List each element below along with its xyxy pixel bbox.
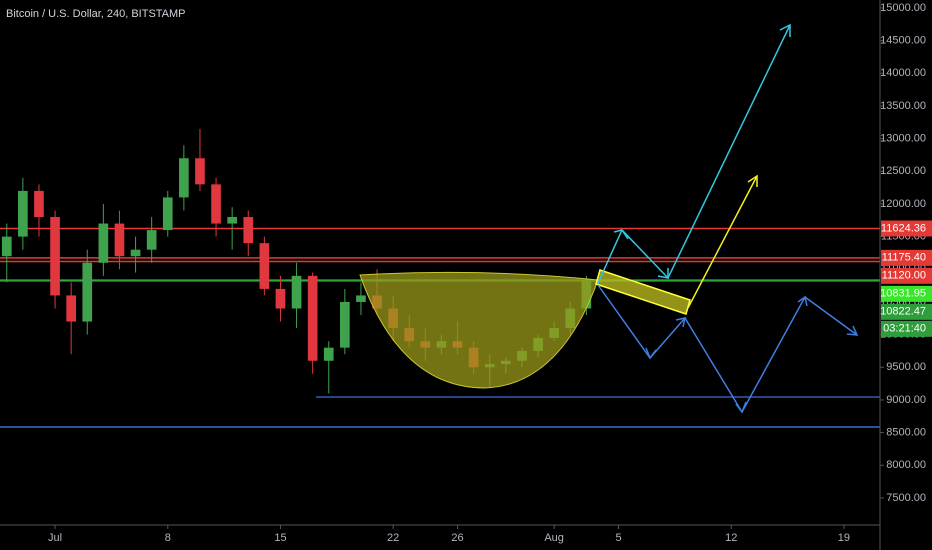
arrow-head xyxy=(747,174,758,187)
x-tick-label: 15 xyxy=(274,532,286,544)
arrow-head xyxy=(735,401,747,414)
countdown: 03:21:40 xyxy=(883,323,926,335)
x-tick-label: 8 xyxy=(165,532,171,544)
candle-body xyxy=(82,262,93,322)
axes: 7500.008000.008500.009000.009500.0010000… xyxy=(48,2,932,544)
y-tick-label: 9500.00 xyxy=(886,361,926,373)
arrow-head xyxy=(675,317,686,328)
candle-body xyxy=(291,275,302,309)
candle-body xyxy=(162,197,173,231)
price-label: 11624.36 xyxy=(881,222,926,234)
y-tick-label: 9000.00 xyxy=(886,394,926,406)
y-tick-label: 8000.00 xyxy=(886,459,926,471)
candle-body xyxy=(114,223,125,257)
candle-body xyxy=(179,158,189,198)
x-tick-label: 19 xyxy=(838,532,850,544)
candle-body xyxy=(323,347,334,361)
candle-body xyxy=(34,190,44,218)
price-label-box xyxy=(881,303,932,320)
candle-body xyxy=(211,184,221,224)
y-tick-label: 8500.00 xyxy=(886,427,926,439)
candle-body xyxy=(259,243,270,289)
chart-title: Bitcoin / U.S. Dollar, 240, BITSTAMP xyxy=(6,8,186,20)
y-tick-label: 14500.00 xyxy=(880,35,926,47)
price-label-box xyxy=(881,285,932,302)
candle-body xyxy=(307,275,318,361)
candle-body xyxy=(243,217,254,244)
y-tick-label: 14000.00 xyxy=(880,67,926,79)
price-label: 10822.47 xyxy=(880,306,926,318)
arrow xyxy=(687,175,758,309)
y-tick-label: 7500.00 xyxy=(886,492,926,504)
x-tick-label: 22 xyxy=(387,532,399,544)
candle-body xyxy=(275,288,286,309)
arrow xyxy=(597,24,791,284)
candle-body xyxy=(146,230,157,250)
price-label-box xyxy=(881,220,932,237)
price-label-box xyxy=(881,267,932,284)
countdown-box xyxy=(881,320,932,337)
candle-body xyxy=(356,295,366,302)
x-tick-label: 26 xyxy=(451,532,463,544)
candle-body xyxy=(227,217,237,224)
candle-body xyxy=(66,295,76,322)
arrow-head xyxy=(645,347,657,360)
drawings xyxy=(0,23,880,428)
candle-body xyxy=(1,236,12,257)
x-tick-label: 5 xyxy=(615,532,621,544)
y-tick-label: 12500.00 xyxy=(880,165,926,177)
y-tick-label: 12000.00 xyxy=(880,198,926,210)
price-label: 11175.40 xyxy=(882,252,926,264)
y-tick-label: 13500.00 xyxy=(880,100,926,112)
arrow-head xyxy=(657,268,669,279)
cup-shape xyxy=(359,271,599,389)
candle-body xyxy=(18,190,28,237)
candle-body xyxy=(98,223,109,263)
candle-body xyxy=(130,249,141,257)
y-tick-label: 13000.00 xyxy=(880,133,926,145)
candle-body xyxy=(50,217,60,296)
arrow-head xyxy=(779,23,791,37)
price-label: 10831.95 xyxy=(880,288,926,300)
y-tick-label: 15000.00 xyxy=(880,2,926,14)
price-label: 11120.00 xyxy=(882,270,926,282)
x-tick-label: 12 xyxy=(725,532,737,544)
candle-body xyxy=(195,158,205,185)
arrow-head xyxy=(797,295,808,307)
arrow xyxy=(597,284,858,414)
arrow-head xyxy=(613,229,629,240)
candle-body xyxy=(340,301,350,348)
x-tick-label: Aug xyxy=(544,532,564,544)
price-label-box xyxy=(881,249,932,266)
handle-channel xyxy=(595,269,691,315)
arrow-head xyxy=(846,325,859,336)
x-tick-label: Jul xyxy=(48,532,62,544)
